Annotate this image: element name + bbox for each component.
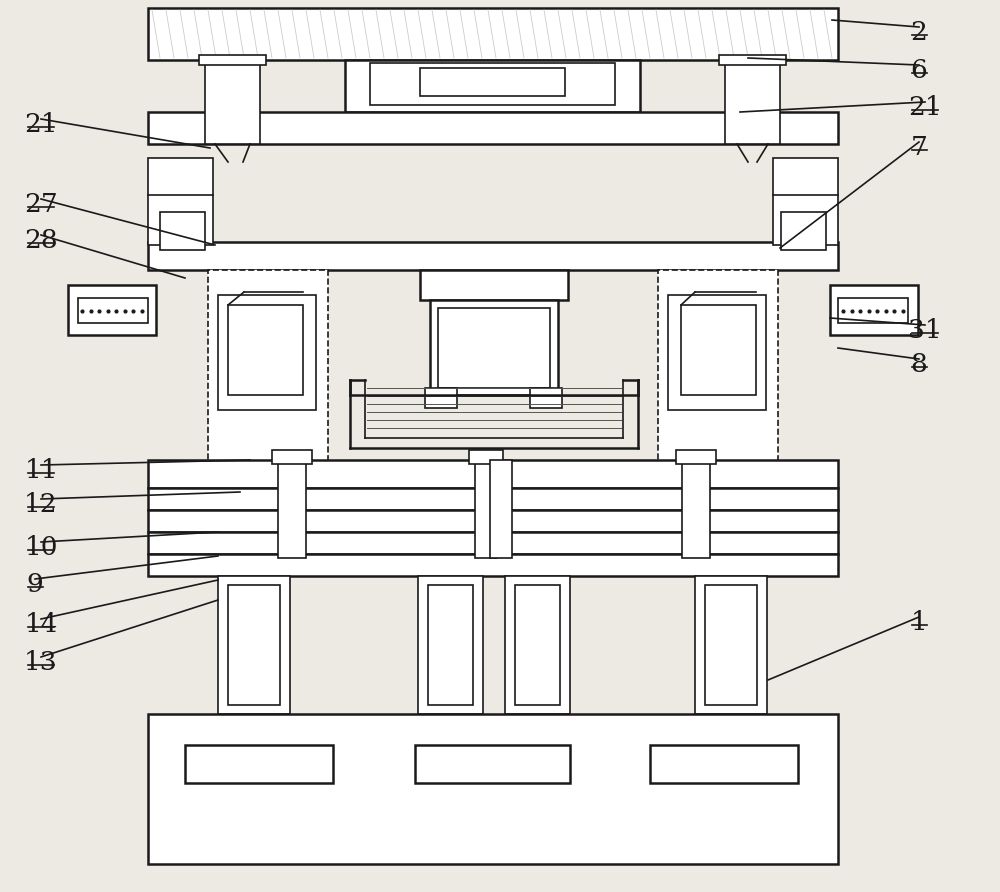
Bar — [370, 63, 615, 105]
Bar — [148, 510, 838, 532]
Text: 31: 31 — [908, 318, 942, 343]
Bar — [515, 585, 560, 705]
Bar — [148, 488, 838, 510]
Bar — [530, 388, 562, 408]
Bar — [668, 295, 766, 410]
Bar — [438, 308, 550, 388]
Text: 14: 14 — [24, 612, 58, 637]
Text: 21: 21 — [908, 95, 942, 120]
Text: 11: 11 — [24, 458, 58, 483]
Bar — [490, 460, 512, 558]
Bar — [208, 270, 328, 465]
Bar — [705, 585, 757, 705]
Bar — [505, 576, 570, 714]
Bar — [420, 270, 568, 300]
Bar — [650, 745, 798, 783]
Bar — [272, 450, 312, 464]
Text: 6: 6 — [911, 58, 927, 83]
Bar — [160, 212, 205, 250]
Bar — [830, 285, 918, 335]
Bar — [148, 714, 838, 864]
Bar — [148, 112, 838, 144]
Bar — [205, 60, 260, 144]
Bar — [475, 460, 497, 558]
Text: 27: 27 — [24, 192, 58, 217]
Bar — [418, 576, 483, 714]
Bar — [838, 298, 908, 323]
Bar — [278, 460, 306, 558]
Bar — [218, 576, 290, 714]
Text: 28: 28 — [24, 228, 58, 253]
Bar — [469, 450, 503, 464]
Bar — [428, 585, 473, 705]
Bar — [781, 212, 826, 250]
Bar — [148, 460, 838, 488]
Bar — [719, 55, 786, 65]
Bar — [148, 532, 838, 554]
Bar — [148, 242, 838, 270]
Bar — [345, 60, 640, 112]
Text: 7: 7 — [911, 135, 927, 160]
Bar — [228, 305, 303, 395]
Bar — [148, 8, 838, 60]
Bar — [228, 585, 280, 705]
Bar — [425, 388, 457, 408]
Text: 21: 21 — [24, 112, 58, 137]
Bar — [68, 285, 156, 335]
Bar — [430, 300, 558, 395]
Bar — [415, 745, 570, 783]
Text: 9: 9 — [27, 572, 43, 597]
Bar — [185, 745, 333, 783]
Bar — [676, 450, 716, 464]
Text: 13: 13 — [24, 650, 58, 675]
Text: 12: 12 — [24, 492, 58, 517]
Bar — [148, 158, 213, 245]
Bar — [199, 55, 266, 65]
Bar — [148, 554, 838, 576]
Bar — [725, 60, 780, 144]
Bar — [695, 576, 767, 714]
Bar — [218, 295, 316, 410]
Text: 2: 2 — [911, 20, 927, 45]
Bar — [682, 460, 710, 558]
Bar — [78, 298, 148, 323]
Bar — [773, 158, 838, 245]
Bar — [658, 270, 778, 465]
Bar — [420, 68, 565, 96]
Text: 8: 8 — [911, 352, 927, 377]
Text: 10: 10 — [24, 535, 58, 560]
Text: 1: 1 — [911, 610, 927, 635]
Bar — [681, 305, 756, 395]
